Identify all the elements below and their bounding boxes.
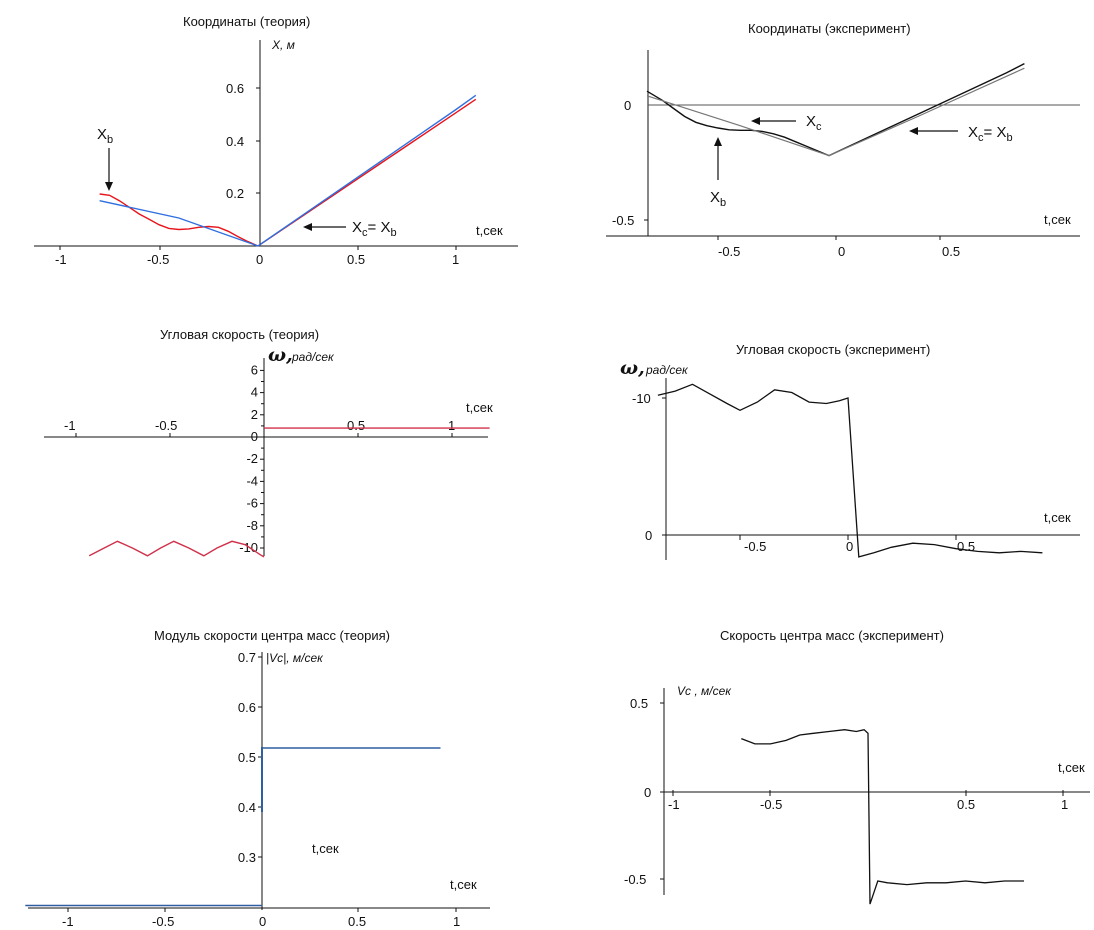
x-axis-label: t,сек — [1058, 760, 1085, 775]
y-tick-label: -2 — [246, 451, 258, 466]
series-line-xc — [99, 94, 477, 247]
series-line-xc — [646, 67, 1025, 157]
y-tick-marks — [256, 87, 260, 194]
chart-title: Координаты (эксперимент) — [748, 21, 911, 36]
chart-angular-velocity-theory: Угловая скорость (теория) ω, рад/сек -1 … — [44, 327, 493, 558]
chart-coordinates-experiment: Координаты (эксперимент) -0.5 0 0.5 0 -0… — [606, 21, 1080, 259]
extra-axis-label: t,сек — [312, 841, 339, 856]
y-tick-label: 0.5 — [238, 750, 256, 765]
y-ticks: 0.7 0.6 0.5 0.4 0.3 — [238, 650, 262, 865]
x-axis-label: t,сек — [1044, 510, 1071, 525]
x-tick-label: -1 — [668, 797, 680, 812]
y-tick-label: 0.6 — [226, 81, 244, 96]
x-tick-label: 0.5 — [347, 252, 365, 267]
arrow-head — [751, 117, 760, 125]
y-tick-label: -0.5 — [612, 213, 634, 228]
chart-title: Координаты (теория) — [183, 14, 310, 29]
series-line-vc — [741, 728, 1024, 905]
y-tick-label: -8 — [246, 518, 258, 533]
y-tick-label: 0.5 — [630, 696, 648, 711]
y-axis-label: Vc , м/сек — [677, 684, 732, 698]
y-tick-label: 0.2 — [226, 186, 244, 201]
y-tick-label: 0.4 — [226, 134, 244, 149]
x-tick-marks — [59, 246, 457, 250]
x-tick-marks — [75, 433, 453, 437]
y-tick-label: 0.3 — [238, 850, 256, 865]
chart-cm-speed-theory: Модуль скорости центра масс (теория) |Vc… — [25, 628, 490, 929]
arrow-head — [105, 182, 113, 191]
arrow-head — [714, 137, 722, 146]
x-tick-label: -1 — [62, 914, 74, 929]
x-tick-label: -0.5 — [718, 244, 740, 259]
x-tick-label: 0.5 — [957, 797, 975, 812]
annotation-xc-eq-xb: Xc= Xb — [968, 124, 1013, 144]
x-tick-label: -1 — [55, 252, 67, 267]
x-tick-label: -0.5 — [744, 539, 766, 554]
x-tick-label: 0.5 — [957, 539, 975, 554]
x-tick-label: 1 — [453, 914, 460, 929]
x-tick-label: 0 — [846, 539, 853, 554]
y-tick-label: -6 — [246, 496, 258, 511]
y-tick-label: 6 — [251, 362, 258, 377]
x-axis-label: t,сек — [466, 400, 493, 415]
y-tick-label: 4 — [251, 385, 258, 400]
chart-title: Угловая скорость (теория) — [160, 327, 319, 342]
x-axis-label: t,сек — [476, 223, 503, 238]
y-axis-symbol: ω, — [268, 344, 293, 366]
y-tick-label: 0.6 — [238, 700, 256, 715]
x-tick-label: 0 — [838, 244, 845, 259]
y-axis-label: |Vc|, м/сек — [266, 651, 324, 665]
y-tick-label: 2 — [251, 407, 258, 422]
y-axis-label: рад/сек — [645, 363, 689, 377]
y-tick-label: 0 — [251, 429, 258, 444]
series-line-omega — [657, 383, 1043, 558]
x-tick-label: 1 — [452, 252, 459, 267]
y-tick-label: 0.7 — [238, 650, 256, 665]
x-tick-label: -0.5 — [147, 252, 169, 267]
arrow-head — [303, 223, 312, 231]
annotation-xc-eq-xb: Xc= Xb — [352, 219, 397, 239]
series-line-xb — [99, 98, 477, 247]
y-tick-label: -10 — [632, 391, 651, 406]
x-axis-label: t,сек — [450, 877, 477, 892]
x-tick-label: -0.5 — [760, 797, 782, 812]
annotation-xb: Xb — [97, 126, 113, 146]
x-tick-label: 1 — [1061, 797, 1068, 812]
y-tick-label: 0 — [644, 785, 651, 800]
y-tick-label: 0.4 — [238, 800, 256, 815]
y-axis-symbol: ω, — [620, 357, 645, 379]
x-tick-label: 1 — [448, 418, 455, 433]
y-tick-label: 0 — [645, 528, 652, 543]
chart-title: Модуль скорости центра масс (теория) — [154, 628, 390, 643]
arrow-head — [909, 127, 918, 135]
x-tick-label: 0 — [259, 914, 266, 929]
x-tick-label: 0.5 — [347, 418, 365, 433]
x-tick-label: -0.5 — [155, 418, 177, 433]
y-tick-label: 0 — [624, 98, 631, 113]
x-axis-label: t,сек — [1044, 212, 1071, 227]
series-line-omega-negative — [88, 540, 265, 558]
x-tick-label: 0.5 — [348, 914, 366, 929]
x-tick-label: -1 — [64, 418, 76, 433]
chart-coordinates-theory: Координаты (теория) X, м -1 -0.5 0 0.5 1… — [34, 14, 518, 267]
y-axis-label: X, м — [271, 38, 295, 52]
series-line-xb — [646, 62, 1025, 157]
annotation-xb: Xb — [710, 189, 726, 209]
y-tick-label: -0.5 — [624, 872, 646, 887]
chart-title: Скорость центра масс (эксперимент) — [720, 628, 944, 643]
chart-angular-velocity-experiment: Угловая скорость (эксперимент) ω, рад/се… — [620, 342, 1080, 560]
x-tick-label: 0 — [256, 252, 263, 267]
annotation-xc: Xc — [806, 113, 822, 133]
y-tick-label: -4 — [246, 473, 258, 488]
chart-title: Угловая скорость (эксперимент) — [736, 342, 930, 357]
x-tick-label: -0.5 — [152, 914, 174, 929]
y-axis-label: рад/сек — [291, 350, 335, 364]
chart-cm-speed-experiment: Скорость центра масс (эксперимент) Vc , … — [624, 628, 1090, 905]
x-tick-label: 0.5 — [942, 244, 960, 259]
